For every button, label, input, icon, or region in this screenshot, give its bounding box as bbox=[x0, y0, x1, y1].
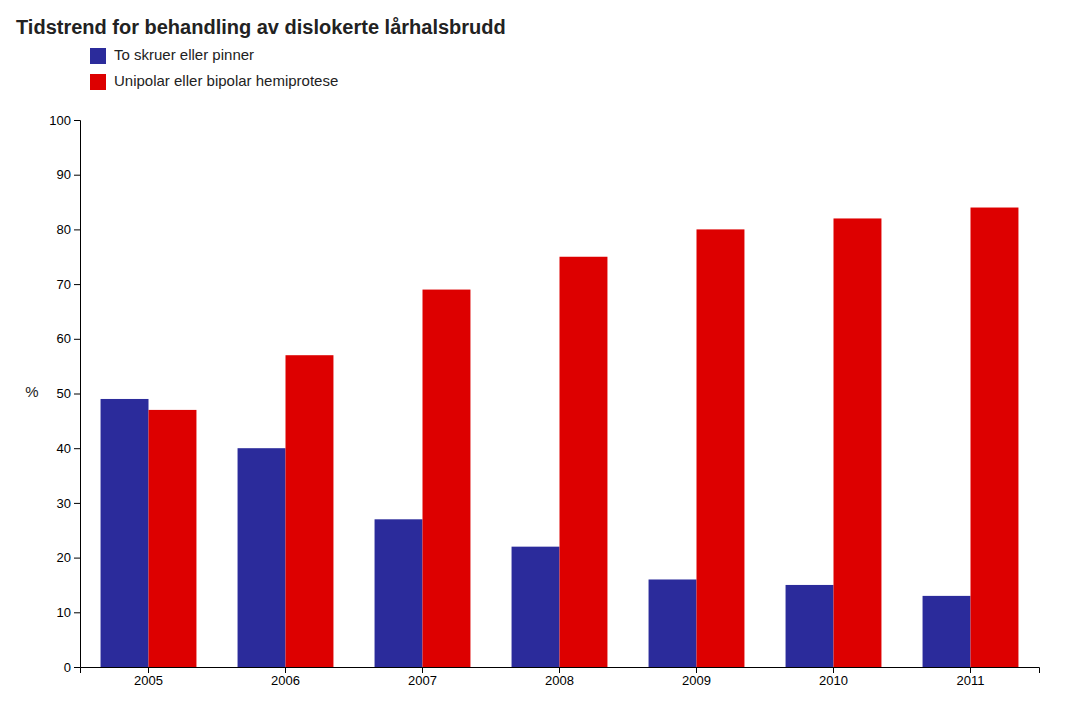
x-tick-mark bbox=[970, 667, 971, 673]
bar bbox=[649, 579, 697, 667]
y-tick-mark bbox=[74, 394, 80, 395]
y-tick-mark bbox=[74, 284, 80, 285]
plot-area: 0102030405060708090100200520062007200820… bbox=[49, 113, 1039, 689]
y-tick-mark bbox=[74, 229, 80, 230]
x-tick: 2006 bbox=[271, 667, 300, 688]
y-tick-label: 50 bbox=[57, 386, 71, 401]
legend-item: To skruer eller pinner bbox=[90, 46, 254, 64]
x-axis: 2005 2006 2007 2008 2009 2010 2011 bbox=[81, 667, 1040, 688]
y-tick: 20 bbox=[57, 550, 80, 565]
x-tick-label: 2005 bbox=[134, 673, 163, 688]
legend-label: To skruer eller pinner bbox=[114, 46, 254, 63]
x-tick-label: 2007 bbox=[408, 673, 437, 688]
x-tick-mark bbox=[559, 667, 560, 673]
x-tick-label: 2006 bbox=[271, 673, 300, 688]
y-axis-line bbox=[74, 121, 81, 668]
y-axis-label: % bbox=[25, 383, 38, 400]
x-tick-label: 2009 bbox=[682, 673, 711, 688]
y-tick: 30 bbox=[57, 496, 80, 511]
bars bbox=[101, 208, 1019, 667]
bar bbox=[560, 257, 608, 667]
y-tick-label: 30 bbox=[57, 496, 71, 511]
legend-swatch bbox=[90, 48, 106, 64]
y-tick: 100 bbox=[49, 113, 80, 128]
bar bbox=[423, 290, 471, 667]
y-tick: 60 bbox=[57, 331, 80, 346]
title: Tidstrend for behandling av dislokerte l… bbox=[16, 16, 506, 38]
y-tick-label: 90 bbox=[57, 167, 71, 182]
bar bbox=[149, 410, 197, 667]
y-tick-mark bbox=[74, 448, 80, 449]
bar bbox=[512, 547, 560, 667]
y-tick: 80 bbox=[57, 222, 80, 237]
bar bbox=[238, 448, 286, 667]
bar bbox=[375, 519, 423, 667]
x-tick-mark bbox=[422, 667, 423, 673]
legend-label: Unipolar eller bipolar hemiprotese bbox=[114, 72, 338, 89]
x-tick-mark bbox=[148, 667, 149, 673]
y-tick-mark bbox=[74, 503, 80, 504]
y-tick: 40 bbox=[57, 441, 80, 456]
bar bbox=[286, 355, 334, 667]
x-tick: 2008 bbox=[545, 667, 574, 688]
y-tick-label: 10 bbox=[57, 605, 71, 620]
legend: To skruer eller pinner Unipolar eller bip… bbox=[90, 46, 338, 90]
x-tick-mark bbox=[285, 667, 286, 673]
y-tick: 70 bbox=[57, 277, 80, 292]
x-tick: 2010 bbox=[819, 667, 848, 688]
x-tick: 2009 bbox=[682, 667, 711, 688]
y-tick-label: 20 bbox=[57, 550, 71, 565]
bar-series bbox=[149, 208, 1019, 667]
bar bbox=[786, 585, 834, 667]
bar bbox=[834, 218, 882, 667]
y-tick-mark bbox=[74, 339, 80, 340]
x-tick-mark bbox=[833, 667, 834, 673]
y-tick-mark bbox=[74, 120, 80, 121]
bar bbox=[697, 229, 745, 667]
y-tick-mark bbox=[74, 175, 80, 176]
y-tick-label: 80 bbox=[57, 222, 71, 237]
x-tick-label: 2010 bbox=[819, 673, 848, 688]
chart-svg: Tidstrend for behandling av dislokerte l… bbox=[0, 0, 1069, 717]
y-axis: 0 10 20 30 40 50 60 70 80 90 100 bbox=[49, 113, 80, 675]
x-tick-mark bbox=[696, 667, 697, 673]
y-tick-label: 60 bbox=[57, 331, 71, 346]
y-tick: 90 bbox=[57, 167, 80, 182]
x-tick-label: 2008 bbox=[545, 673, 574, 688]
y-tick-mark bbox=[74, 612, 80, 613]
y-tick: 10 bbox=[57, 605, 80, 620]
y-tick-label: 70 bbox=[57, 277, 71, 292]
x-tick: 2011 bbox=[957, 667, 985, 688]
y-tick-mark bbox=[74, 667, 80, 668]
x-axis-line bbox=[81, 668, 1040, 674]
y-tick-label: 100 bbox=[49, 113, 71, 128]
bar bbox=[101, 399, 149, 667]
y-tick-mark bbox=[74, 558, 80, 559]
x-tick-label: 2011 bbox=[957, 673, 985, 688]
legend-swatch bbox=[90, 74, 106, 90]
y-tick-label: 0 bbox=[64, 660, 71, 675]
y-tick-label: 40 bbox=[57, 441, 71, 456]
y-tick: 0 bbox=[64, 660, 80, 675]
x-tick: 2007 bbox=[408, 667, 437, 688]
chart-container: Tidstrend for behandling av dislokerte l… bbox=[0, 0, 1069, 717]
x-tick: 2005 bbox=[134, 667, 163, 688]
legend-item: Unipolar eller bipolar hemiprotese bbox=[90, 72, 338, 90]
y-tick: 50 bbox=[57, 386, 80, 401]
bar bbox=[923, 596, 971, 667]
bar bbox=[971, 208, 1019, 667]
